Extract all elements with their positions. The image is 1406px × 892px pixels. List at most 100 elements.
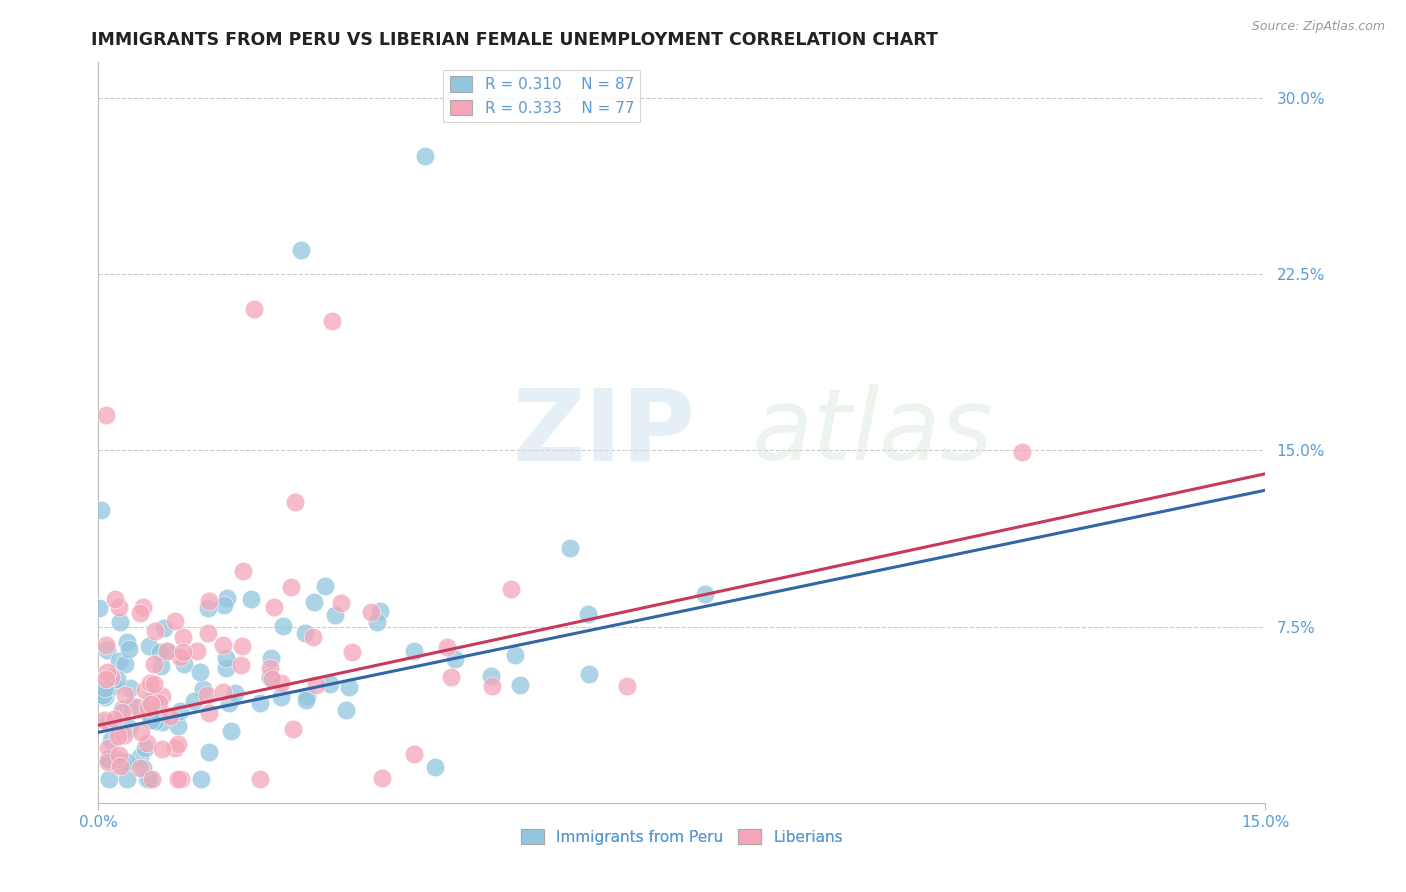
Point bbox=[188, 665, 211, 679]
Point bbox=[149, 659, 172, 673]
Point bbox=[135, 772, 157, 787]
Point bbox=[108, 599, 131, 614]
Point bbox=[172, 645, 194, 659]
Point bbox=[138, 640, 160, 654]
Point bbox=[143, 714, 166, 729]
Point bbox=[243, 302, 266, 317]
Point bbox=[121, 699, 143, 714]
Point bbox=[224, 686, 246, 700]
Point bbox=[114, 657, 136, 672]
Point bbox=[503, 648, 526, 662]
Point bbox=[259, 661, 281, 675]
Point bbox=[270, 676, 292, 690]
Point bbox=[197, 625, 219, 640]
Point bbox=[139, 714, 162, 728]
Point bbox=[215, 661, 238, 675]
Point bbox=[129, 725, 152, 739]
Point bbox=[111, 702, 134, 716]
Point bbox=[198, 594, 221, 608]
Point bbox=[141, 772, 163, 787]
Point bbox=[150, 715, 173, 730]
Point bbox=[108, 654, 131, 668]
Point bbox=[509, 678, 531, 692]
Point bbox=[101, 679, 124, 693]
Point bbox=[159, 709, 181, 723]
Point bbox=[283, 722, 305, 736]
Point bbox=[231, 640, 253, 654]
Point bbox=[169, 704, 191, 718]
Point bbox=[134, 682, 156, 697]
Point bbox=[197, 600, 219, 615]
Point bbox=[135, 736, 157, 750]
Point bbox=[107, 747, 129, 762]
Point bbox=[304, 678, 326, 692]
Point bbox=[259, 670, 281, 684]
Point bbox=[94, 681, 117, 695]
Point bbox=[128, 606, 150, 620]
Point bbox=[104, 752, 127, 766]
Point bbox=[439, 670, 461, 684]
Point bbox=[479, 669, 502, 683]
Point bbox=[319, 677, 342, 691]
Point bbox=[413, 149, 436, 163]
Point bbox=[370, 771, 392, 785]
Point bbox=[90, 503, 112, 517]
Point bbox=[215, 650, 238, 665]
Point bbox=[91, 688, 114, 702]
Point bbox=[212, 638, 235, 652]
Point bbox=[112, 728, 135, 742]
Point bbox=[139, 697, 162, 711]
Text: Source: ZipAtlas.com: Source: ZipAtlas.com bbox=[1251, 20, 1385, 33]
Point bbox=[142, 692, 165, 706]
Point bbox=[183, 694, 205, 708]
Point bbox=[108, 615, 131, 630]
Point bbox=[114, 688, 136, 702]
Point bbox=[132, 600, 155, 615]
Point bbox=[402, 747, 425, 762]
Point bbox=[239, 591, 262, 606]
Point bbox=[402, 644, 425, 658]
Point bbox=[263, 599, 285, 614]
Point bbox=[340, 644, 363, 658]
Point bbox=[143, 624, 166, 638]
Point bbox=[142, 657, 165, 671]
Point bbox=[173, 657, 195, 671]
Point bbox=[270, 690, 292, 705]
Point bbox=[153, 621, 176, 635]
Point bbox=[94, 672, 117, 686]
Point bbox=[444, 652, 467, 666]
Point bbox=[190, 772, 212, 787]
Point bbox=[118, 721, 141, 735]
Point bbox=[156, 644, 179, 658]
Point bbox=[150, 689, 173, 703]
Point bbox=[97, 740, 120, 755]
Point bbox=[111, 758, 134, 772]
Point bbox=[142, 677, 165, 691]
Point bbox=[97, 755, 120, 769]
Point bbox=[96, 665, 118, 679]
Point bbox=[260, 650, 283, 665]
Point bbox=[260, 672, 283, 686]
Point bbox=[96, 408, 118, 422]
Point bbox=[423, 760, 446, 774]
Point bbox=[115, 755, 138, 769]
Point bbox=[198, 706, 221, 720]
Point bbox=[616, 679, 638, 693]
Point bbox=[89, 601, 111, 615]
Point bbox=[197, 688, 219, 702]
Text: ZIP: ZIP bbox=[513, 384, 696, 481]
Point bbox=[335, 702, 357, 716]
Point bbox=[366, 615, 388, 629]
Point bbox=[129, 761, 152, 775]
Point bbox=[314, 579, 336, 593]
Point bbox=[125, 700, 148, 714]
Point bbox=[191, 681, 214, 696]
Point bbox=[166, 737, 188, 751]
Point bbox=[186, 643, 208, 657]
Point bbox=[118, 681, 141, 695]
Point bbox=[139, 675, 162, 690]
Point bbox=[97, 752, 120, 766]
Point bbox=[93, 713, 115, 727]
Point bbox=[232, 565, 254, 579]
Point bbox=[321, 314, 343, 328]
